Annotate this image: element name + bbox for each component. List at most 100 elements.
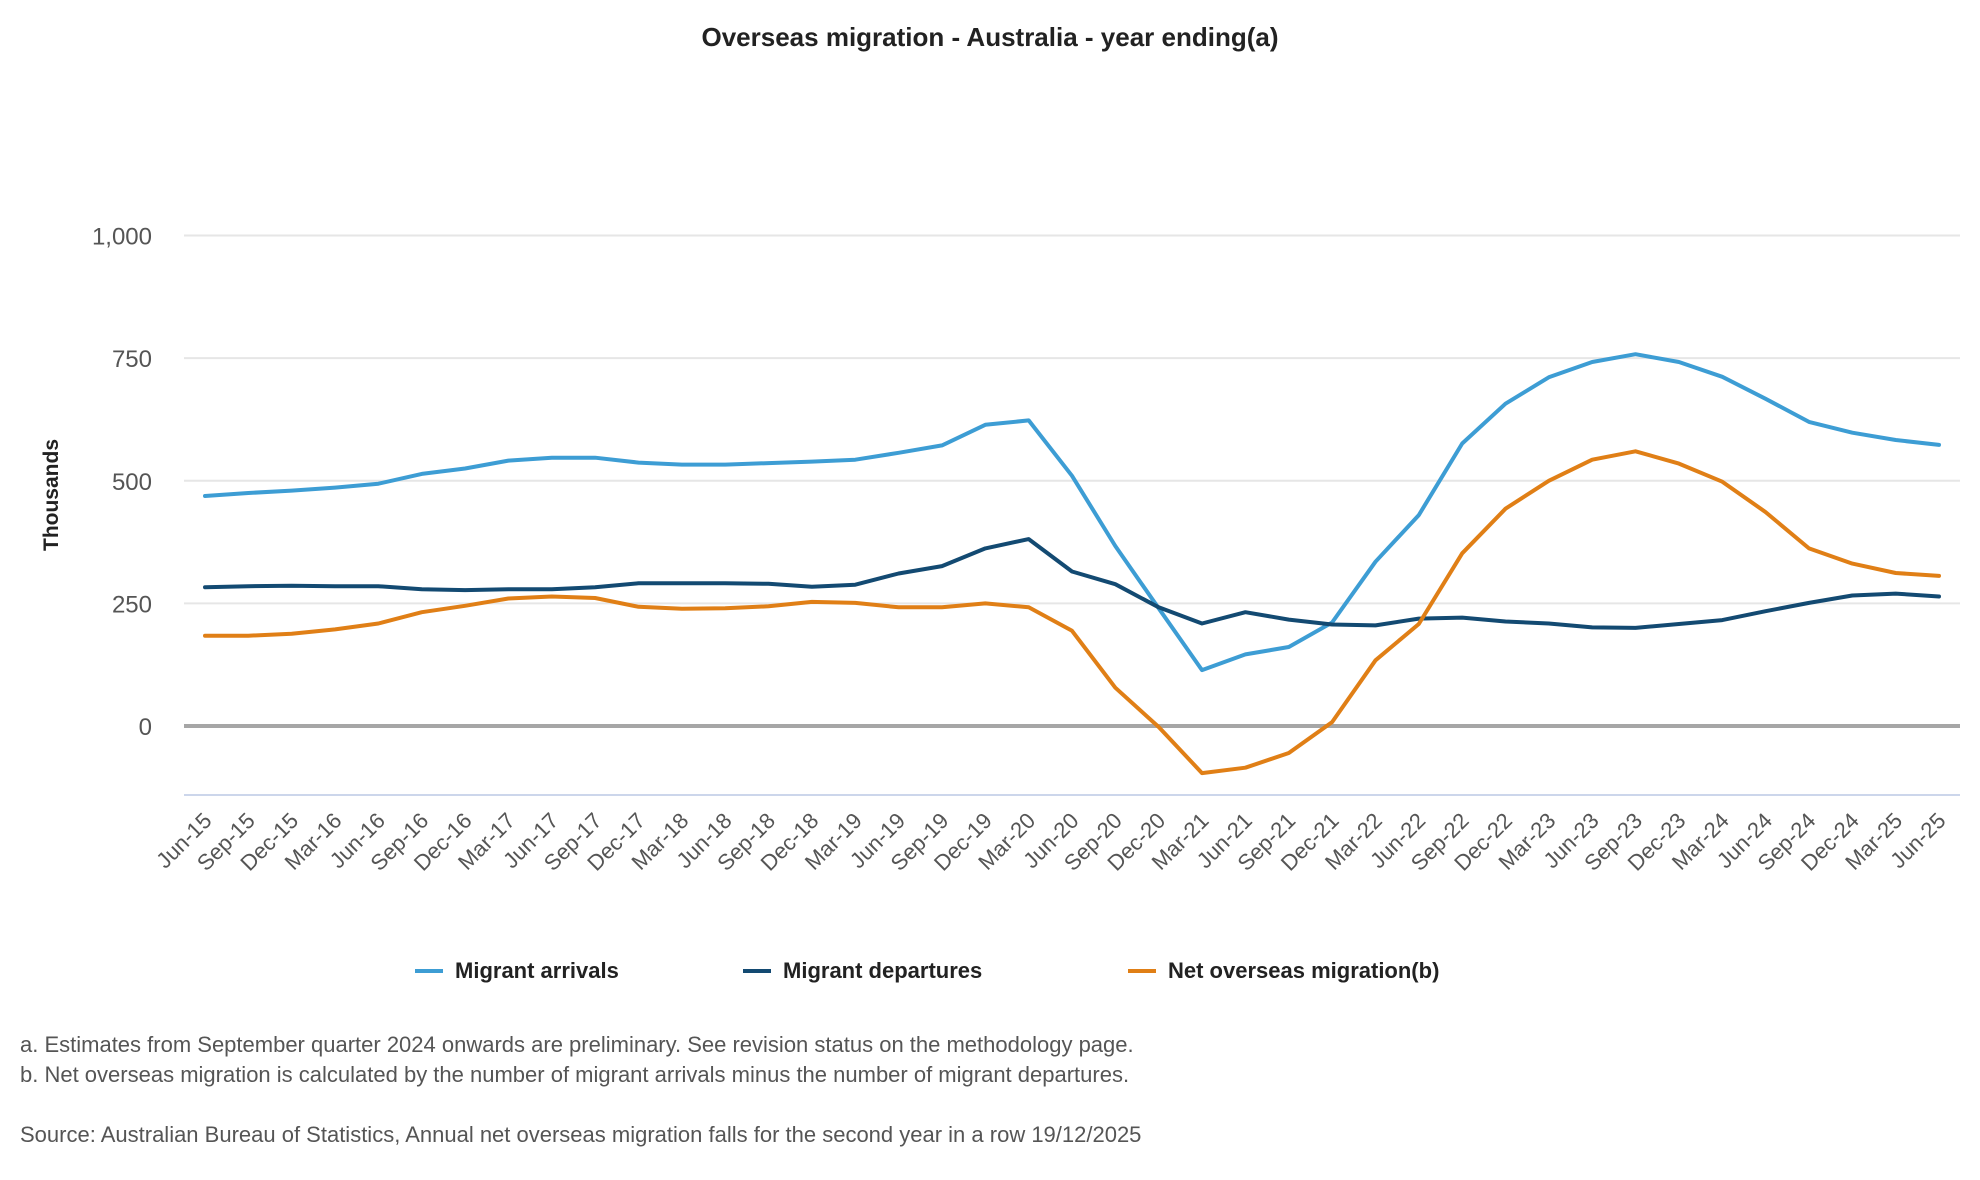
- data-point[interactable]: [849, 579, 861, 591]
- data-point[interactable]: [199, 490, 211, 502]
- data-point[interactable]: [1543, 371, 1555, 383]
- legend-item-departures[interactable]: Migrant departures: [743, 958, 982, 984]
- series-line-departures[interactable]: [203, 537, 1941, 630]
- data-point[interactable]: [1239, 606, 1251, 618]
- data-point[interactable]: [893, 447, 905, 459]
- data-point[interactable]: [1066, 565, 1078, 577]
- data-point[interactable]: [633, 577, 645, 589]
- data-point[interactable]: [502, 592, 514, 604]
- data-point[interactable]: [849, 597, 861, 609]
- data-point[interactable]: [1543, 617, 1555, 629]
- data-point[interactable]: [1456, 437, 1468, 449]
- data-point[interactable]: [1890, 567, 1902, 579]
- data-point[interactable]: [1109, 578, 1121, 590]
- data-point[interactable]: [1326, 716, 1338, 728]
- data-point[interactable]: [1630, 445, 1642, 457]
- data-point[interactable]: [893, 601, 905, 613]
- data-point[interactable]: [1413, 618, 1425, 630]
- data-point[interactable]: [1673, 618, 1685, 630]
- data-point[interactable]: [1586, 621, 1598, 633]
- data-point[interactable]: [676, 603, 688, 615]
- data-point[interactable]: [372, 580, 384, 592]
- data-point[interactable]: [676, 459, 688, 471]
- data-point[interactable]: [199, 581, 211, 593]
- data-point[interactable]: [1760, 506, 1772, 518]
- data-point[interactable]: [286, 580, 298, 592]
- data-point[interactable]: [329, 580, 341, 592]
- data-point[interactable]: [1109, 540, 1121, 552]
- data-point[interactable]: [1846, 427, 1858, 439]
- data-point[interactable]: [1369, 654, 1381, 666]
- data-point[interactable]: [1803, 416, 1815, 428]
- data-point[interactable]: [1023, 601, 1035, 613]
- data-point[interactable]: [459, 600, 471, 612]
- data-point[interactable]: [1023, 533, 1035, 545]
- data-point[interactable]: [416, 606, 428, 618]
- data-point[interactable]: [459, 462, 471, 474]
- series-line-net[interactable]: [203, 449, 1941, 776]
- data-point[interactable]: [589, 592, 601, 604]
- data-point[interactable]: [546, 591, 558, 603]
- data-point[interactable]: [719, 602, 731, 614]
- data-point[interactable]: [242, 487, 254, 499]
- data-point[interactable]: [936, 560, 948, 572]
- data-point[interactable]: [1673, 356, 1685, 368]
- data-point[interactable]: [1760, 605, 1772, 617]
- data-point[interactable]: [1716, 371, 1728, 383]
- data-point[interactable]: [719, 577, 731, 589]
- data-point[interactable]: [329, 623, 341, 635]
- data-point[interactable]: [546, 452, 558, 464]
- data-point[interactable]: [1500, 398, 1512, 410]
- data-point[interactable]: [1196, 767, 1208, 779]
- data-point[interactable]: [936, 439, 948, 451]
- data-point[interactable]: [1803, 597, 1815, 609]
- data-point[interactable]: [806, 596, 818, 608]
- data-point[interactable]: [936, 601, 948, 613]
- data-point[interactable]: [1543, 475, 1555, 487]
- data-point[interactable]: [1673, 458, 1685, 470]
- data-point[interactable]: [1196, 664, 1208, 676]
- data-point[interactable]: [1846, 590, 1858, 602]
- data-point[interactable]: [1239, 762, 1251, 774]
- data-point[interactable]: [1283, 614, 1295, 626]
- data-point[interactable]: [1456, 547, 1468, 559]
- data-point[interactable]: [1413, 509, 1425, 521]
- data-point[interactable]: [1586, 356, 1598, 368]
- data-point[interactable]: [242, 630, 254, 642]
- data-point[interactable]: [806, 581, 818, 593]
- data-point[interactable]: [1066, 470, 1078, 482]
- data-point[interactable]: [676, 577, 688, 589]
- data-point[interactable]: [849, 454, 861, 466]
- data-point[interactable]: [1369, 556, 1381, 568]
- data-point[interactable]: [1630, 348, 1642, 360]
- data-point[interactable]: [1500, 503, 1512, 515]
- data-point[interactable]: [1456, 612, 1468, 624]
- series-line-arrivals[interactable]: [203, 352, 1941, 673]
- data-point[interactable]: [286, 628, 298, 640]
- data-point[interactable]: [416, 583, 428, 595]
- data-point[interactable]: [502, 455, 514, 467]
- data-point[interactable]: [199, 630, 211, 642]
- data-point[interactable]: [1369, 619, 1381, 631]
- data-point[interactable]: [1153, 601, 1165, 613]
- data-point[interactable]: [1239, 648, 1251, 660]
- data-point[interactable]: [286, 485, 298, 497]
- data-point[interactable]: [1890, 588, 1902, 600]
- data-point[interactable]: [1283, 747, 1295, 759]
- legend-item-arrivals[interactable]: Migrant arrivals: [415, 958, 619, 984]
- data-point[interactable]: [633, 457, 645, 469]
- data-point[interactable]: [1716, 614, 1728, 626]
- data-point[interactable]: [1846, 558, 1858, 570]
- data-point[interactable]: [1933, 591, 1945, 603]
- legend-item-net[interactable]: Net overseas migration(b): [1128, 958, 1439, 984]
- data-point[interactable]: [416, 468, 428, 480]
- data-point[interactable]: [1933, 439, 1945, 451]
- data-point[interactable]: [979, 542, 991, 554]
- data-point[interactable]: [1586, 454, 1598, 466]
- data-point[interactable]: [979, 597, 991, 609]
- data-point[interactable]: [1760, 393, 1772, 405]
- data-point[interactable]: [1933, 570, 1945, 582]
- data-point[interactable]: [763, 578, 775, 590]
- data-point[interactable]: [806, 456, 818, 468]
- data-point[interactable]: [1890, 434, 1902, 446]
